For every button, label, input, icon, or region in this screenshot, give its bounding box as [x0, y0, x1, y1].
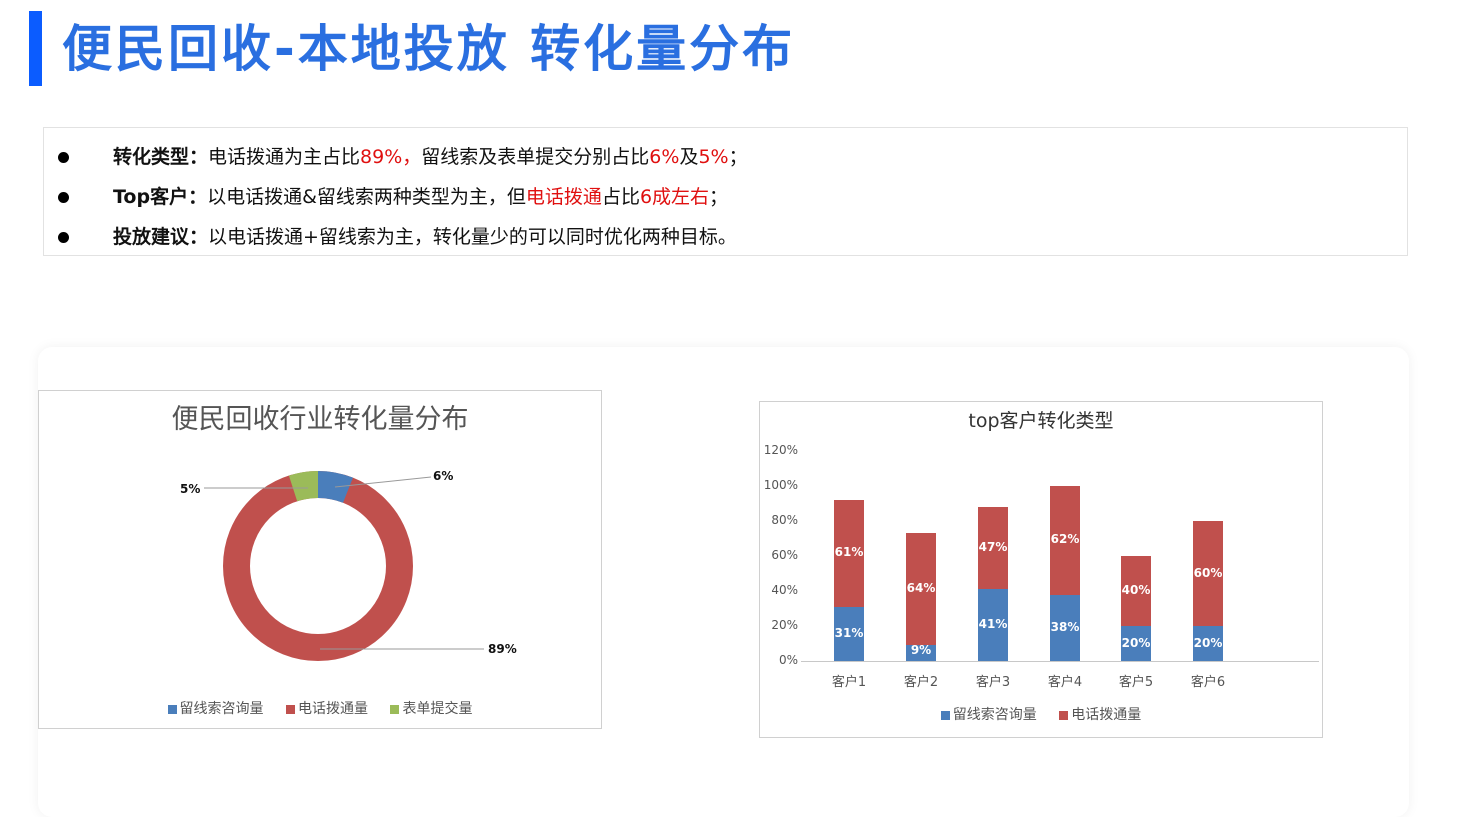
summary-segment: 及 — [679, 146, 699, 168]
label-form: 5% — [180, 482, 201, 496]
slice-phone — [223, 471, 413, 661]
legend-swatch-icon — [940, 710, 950, 720]
bar-segment — [1193, 521, 1223, 626]
summary-highlight: 6% — [649, 146, 680, 168]
doughnut-plot — [204, 471, 484, 661]
x-tick-label: 客户2 — [903, 675, 939, 690]
bar-value-label: 9% — [910, 643, 932, 658]
legend-item: 留线索咨询量 — [167, 698, 264, 718]
y-tick-label: 100% — [763, 478, 798, 492]
x-tick-label: 客户4 — [1047, 675, 1083, 690]
bar-value-label: 41% — [978, 617, 1008, 632]
bullet-icon — [58, 152, 69, 163]
chart-title: 便民回收行业转化量分布 — [171, 404, 469, 435]
bullet-icon — [58, 192, 69, 203]
slice-form — [223, 471, 413, 661]
y-tick-label: 80% — [771, 513, 798, 527]
summary-label: 转化类型： — [113, 146, 209, 168]
legend-label: 留线索咨询量 — [179, 701, 264, 717]
legend-swatch-icon — [1059, 710, 1069, 720]
bar-value-label: 60% — [1193, 565, 1223, 580]
summary-segment: 以电话拨通+留线索为主，转化量少的可以同时优化两种目标。 — [208, 226, 737, 248]
summary-segment: ； — [728, 146, 748, 168]
summary-highlight: 6成左右 — [639, 186, 710, 208]
bar-segment — [906, 645, 936, 661]
summary-segment: ； — [709, 186, 729, 208]
bar-segment — [1121, 556, 1151, 626]
bar-value-label: 20% — [1193, 635, 1223, 650]
legend-label: 电话拨通量 — [298, 701, 368, 717]
chart-title: top客户转化类型 — [968, 410, 1114, 432]
bar-segment — [906, 533, 936, 646]
bar-value-label: 47% — [978, 540, 1008, 555]
x-tick-label: 客户6 — [1190, 675, 1226, 690]
x-tick-label: 客户3 — [975, 675, 1011, 690]
summary-segment: 电话拨通为主占比 — [208, 146, 361, 168]
bar-value-label: 40% — [1121, 583, 1151, 597]
legend-label: 表单提交量 — [402, 701, 473, 717]
x-tick-label: 客户1 — [831, 675, 867, 690]
summary-segment: 以电话拨通&留线索两种类型为主，但 — [207, 186, 526, 208]
bar-value-label: 61% — [834, 545, 864, 560]
summary-highlight: 电话拨通 — [525, 186, 602, 208]
x-tick-label: 客户5 — [1118, 675, 1154, 690]
y-tick-label: 20% — [771, 618, 798, 632]
bar-value-label: 38% — [1050, 619, 1080, 634]
stacked-bar-chart: top客户转化类型 0% 20% 40% 60% 80% 100% 120% 31% 61% 客… — [759, 401, 1323, 738]
legend-item: 表单提交量 — [390, 698, 472, 718]
legend-label: 电话拨通量 — [1071, 707, 1142, 723]
bar-value-label: 31% — [834, 625, 864, 640]
bar-segment — [834, 500, 864, 607]
y-tick-label: 120% — [763, 443, 798, 457]
bar-value-label: 62% — [1050, 532, 1080, 547]
page-title: 便民回收-本地投放 转化量分布 — [62, 20, 796, 78]
summary-label: Top客户： — [113, 186, 208, 208]
summary-label: 投放建议： — [113, 226, 209, 248]
y-tick-label: 60% — [771, 548, 798, 562]
label-phone: 89% — [488, 642, 517, 656]
label-lead: 6% — [433, 469, 454, 483]
title-accent-bar — [29, 11, 42, 86]
bar-segment — [978, 507, 1008, 590]
legend-swatch-icon — [390, 704, 400, 714]
bar-segment — [1050, 594, 1080, 661]
legend-item: 留线索咨询量 — [940, 704, 1037, 724]
legend-item: 电话拨通量 — [1059, 704, 1141, 724]
bar-segment — [978, 589, 1008, 661]
bar-value-label: 20% — [1121, 635, 1151, 650]
bar-segment — [834, 606, 864, 661]
legend-item: 电话拨通量 — [286, 698, 368, 718]
chart-legend: 留线索咨询量 电话拨通量 — [760, 704, 1322, 724]
y-tick-label: 0% — [778, 653, 798, 667]
bar-segment — [1193, 626, 1223, 661]
summary-segment: 留线索及表单提交分别占比 — [421, 146, 650, 168]
legend-swatch-icon — [286, 704, 295, 714]
legend-label: 留线索咨询量 — [952, 707, 1037, 723]
bar-value-label: 64% — [906, 581, 936, 596]
chart-legend: 留线索咨询量 电话拨通量 表单提交量 — [39, 698, 601, 718]
summary-segment: 占比 — [601, 186, 640, 208]
summary-text: Top客户：以电话拨通&留线索两种类型为主，但电话拨通占比6成左右； — [113, 182, 728, 212]
summary-highlight: 5% — [698, 146, 729, 168]
x-axis-line — [801, 661, 1319, 662]
y-tick-label: 40% — [771, 583, 798, 597]
bar-segment — [1050, 486, 1080, 595]
summary-highlight: 89%， — [360, 146, 422, 168]
legend-swatch-icon — [167, 704, 177, 714]
bullet-icon — [58, 232, 69, 243]
summary-text: 转化类型：电话拨通为主占比89%，留线索及表单提交分别占比6%及5%； — [113, 142, 748, 172]
doughnut-chart: 便民回收行业转化量分布 6% 5% 89% 留线索咨询量 电话拨通量 表单提交量 — [38, 390, 602, 729]
bar-segment — [1121, 626, 1151, 661]
summary-text: 投放建议：以电话拨通+留线索为主，转化量少的可以同时优化两种目标。 — [113, 222, 737, 252]
summary-box: 转化类型：电话拨通为主占比89%，留线索及表单提交分别占比6%及5%； Top客… — [43, 127, 1408, 256]
